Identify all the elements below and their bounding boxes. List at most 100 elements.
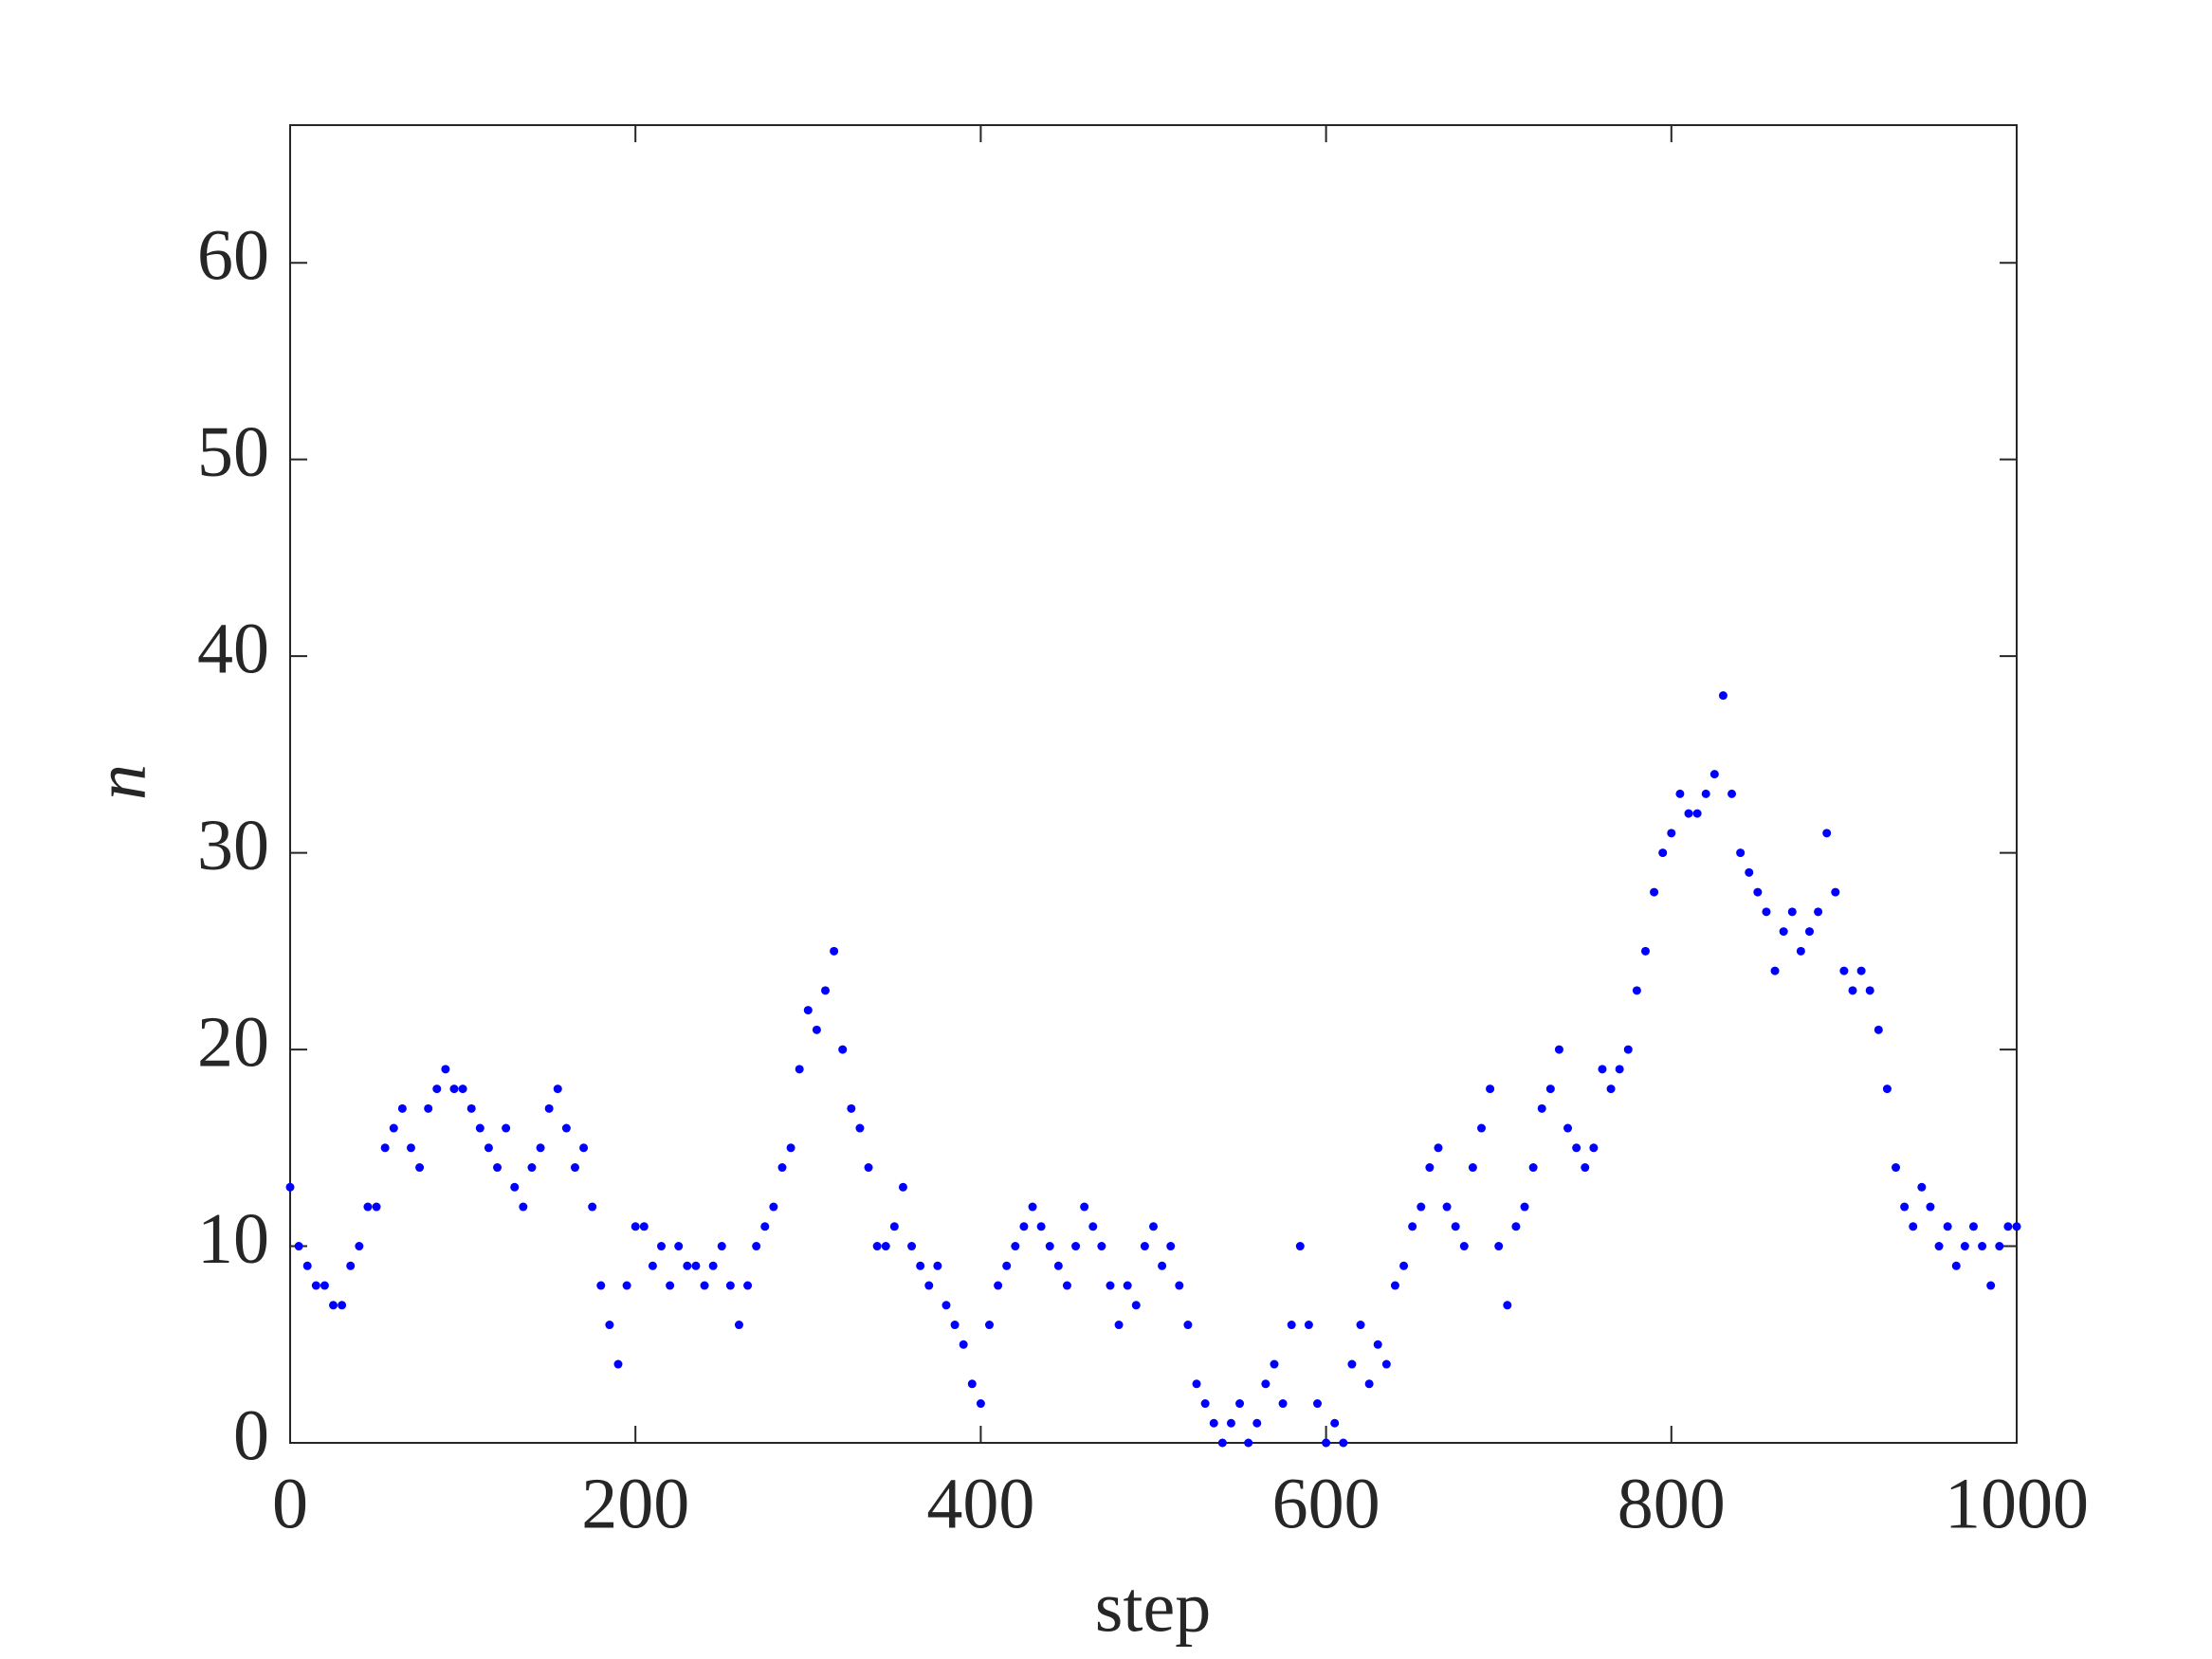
data-point (311, 1281, 320, 1290)
data-point (579, 1143, 589, 1153)
data-point (466, 1103, 476, 1113)
data-point (1106, 1281, 1115, 1290)
data-point (1209, 1418, 1218, 1428)
data-point (1779, 927, 1788, 937)
data-point (1796, 946, 1805, 956)
data-point (1002, 1261, 1012, 1270)
data-point (1882, 1085, 1892, 1094)
data-point (1589, 1143, 1599, 1153)
y-tick-label: 50 (197, 412, 269, 492)
x-axis-label: step (1095, 1567, 1211, 1647)
data-point (1606, 1085, 1616, 1094)
x-tick-label: 1000 (1945, 1464, 2089, 1543)
data-point (1053, 1261, 1063, 1270)
data-point (1632, 986, 1641, 995)
data-point (1865, 986, 1874, 995)
data-point (484, 1143, 493, 1153)
y-tick-label: 0 (233, 1395, 269, 1475)
data-point (510, 1182, 520, 1192)
data-point (1045, 1242, 1054, 1251)
data-point (691, 1261, 701, 1270)
data-point (1278, 1399, 1288, 1409)
data-point (1520, 1202, 1529, 1212)
data-point (1545, 1085, 1555, 1094)
data-point (734, 1321, 743, 1330)
data-point (1804, 927, 1814, 937)
data-point (752, 1242, 761, 1251)
data-point (596, 1281, 606, 1290)
data-point (475, 1123, 484, 1133)
data-point (380, 1143, 390, 1153)
data-point (1158, 1261, 1167, 1270)
data-point (1848, 986, 1857, 995)
data-point (1373, 1340, 1382, 1349)
data-point (1080, 1202, 1089, 1212)
data-point (2012, 1222, 2021, 1231)
data-point (1650, 887, 1659, 897)
data-point (561, 1123, 571, 1133)
data-point (1097, 1242, 1106, 1251)
data-point (959, 1340, 968, 1349)
data-point (1036, 1222, 1046, 1231)
data-point (657, 1242, 667, 1251)
data-point (458, 1085, 467, 1094)
x-tick-label: 200 (581, 1464, 689, 1543)
data-point (588, 1202, 597, 1212)
data-point (812, 1025, 821, 1034)
data-point (527, 1163, 537, 1173)
data-point (1486, 1085, 1495, 1094)
data-point (544, 1103, 554, 1113)
data-point (838, 1045, 848, 1054)
data-point (389, 1123, 398, 1133)
data-point (1468, 1163, 1477, 1173)
data-point (2003, 1222, 2013, 1231)
data-point (967, 1379, 977, 1389)
data-point (605, 1321, 614, 1330)
data-point (1364, 1379, 1374, 1389)
data-point (1537, 1103, 1546, 1113)
data-point (519, 1202, 528, 1212)
data-point (743, 1281, 753, 1290)
y-tick-label: 10 (197, 1199, 269, 1279)
data-point (1753, 887, 1763, 897)
data-point (1381, 1359, 1391, 1369)
data-point (898, 1182, 907, 1192)
data-point (1986, 1281, 1996, 1290)
data-point (1226, 1418, 1235, 1428)
x-tick-label: 0 (272, 1464, 308, 1543)
data-point (1675, 789, 1685, 798)
data-point (613, 1359, 623, 1369)
data-point (1287, 1321, 1296, 1330)
data-point (708, 1261, 718, 1270)
data-point (1831, 887, 1840, 897)
data-point (786, 1143, 795, 1153)
data-point (1943, 1222, 1952, 1231)
data-point (1451, 1222, 1460, 1231)
data-point (1598, 1065, 1607, 1074)
data-point (872, 1242, 882, 1251)
data-point (1581, 1163, 1590, 1173)
data-point (1511, 1222, 1521, 1231)
data-point (864, 1163, 873, 1173)
data-point (777, 1163, 787, 1173)
y-tick-label: 30 (197, 806, 269, 885)
data-point (536, 1143, 545, 1153)
data-point (1425, 1163, 1435, 1173)
data-point (355, 1242, 364, 1251)
data-point (1623, 1045, 1633, 1054)
data-point (1736, 848, 1746, 858)
data-point (1968, 1222, 1978, 1231)
data-point (320, 1281, 329, 1290)
data-point (1684, 809, 1693, 818)
data-point (1028, 1202, 1037, 1212)
data-point (855, 1123, 865, 1133)
data-point (622, 1281, 631, 1290)
data-point (1200, 1399, 1210, 1409)
data-point (881, 1242, 890, 1251)
data-point (889, 1222, 899, 1231)
data-point (1071, 1242, 1081, 1251)
data-point (985, 1321, 995, 1330)
data-point (1399, 1261, 1409, 1270)
data-point (346, 1261, 356, 1270)
